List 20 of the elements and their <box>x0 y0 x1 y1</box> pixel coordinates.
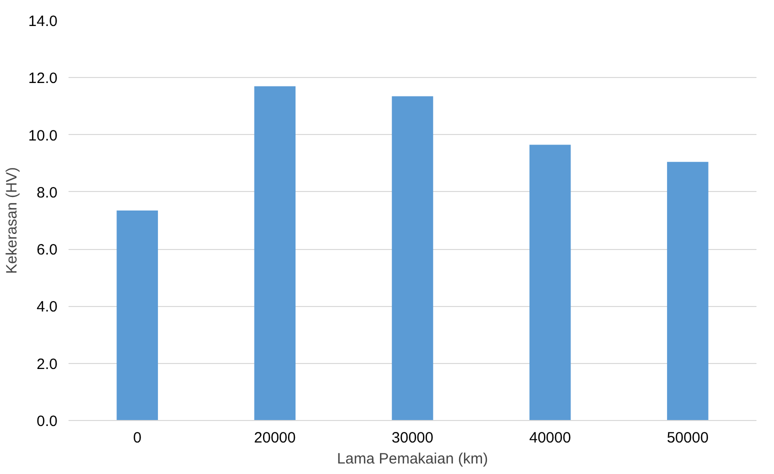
y-tick-label: 12.0 <box>28 70 58 88</box>
y-tick-label: 6.0 <box>36 242 58 259</box>
x-tick-label: 30000 <box>392 430 434 446</box>
bar <box>529 144 571 420</box>
bar <box>254 86 296 420</box>
y-tick-label: 10.0 <box>28 127 58 144</box>
x-tick-label: 40000 <box>529 430 571 446</box>
bar <box>667 162 708 420</box>
y-tick-label: 2.0 <box>36 356 58 373</box>
y-tick-label: 0.0 <box>36 413 58 430</box>
y-axis-title: Kekerasan (HV) <box>3 167 20 274</box>
x-axis-title: Lama Pemakaian (km) <box>337 450 488 468</box>
y-tick-label: 8.0 <box>36 184 58 202</box>
bar <box>116 210 158 420</box>
x-tick-label: 0 <box>133 430 142 446</box>
bar <box>392 96 434 420</box>
y-tick-label: 4.0 <box>36 298 58 316</box>
x-tick-label: 20000 <box>254 430 296 446</box>
y-tick-label: 14.0 <box>28 13 58 30</box>
x-tick-label: 50000 <box>666 430 709 446</box>
